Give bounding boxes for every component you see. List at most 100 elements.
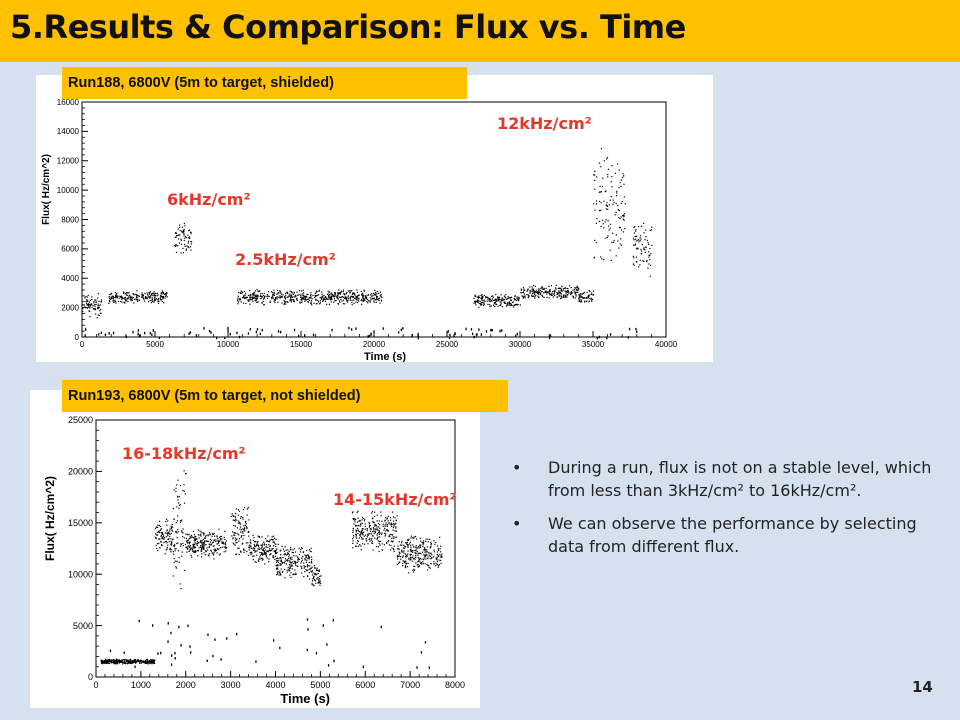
data-point — [420, 651, 423, 654]
data-point — [538, 289, 540, 291]
data-point — [134, 665, 136, 668]
data-point — [245, 520, 247, 522]
data-point — [411, 557, 413, 559]
data-point — [573, 287, 576, 289]
data-point — [571, 292, 573, 294]
data-point — [242, 297, 244, 299]
data-point — [367, 294, 369, 296]
data-point — [297, 565, 299, 568]
data-point — [260, 295, 263, 298]
data-point — [216, 543, 218, 545]
data-point — [287, 552, 289, 554]
data-point — [602, 223, 604, 225]
data-point — [212, 553, 214, 555]
data-point — [542, 296, 544, 298]
data-point — [516, 296, 518, 298]
data-point — [367, 302, 369, 304]
data-point — [136, 298, 138, 300]
data-point — [371, 540, 374, 542]
data-point — [366, 300, 368, 303]
data-point — [279, 572, 281, 574]
data-point — [187, 624, 189, 628]
data-point — [431, 554, 433, 556]
data-point — [180, 239, 182, 241]
data-point — [121, 659, 123, 661]
data-point — [594, 188, 596, 190]
data-point — [369, 537, 371, 539]
data-point — [293, 560, 295, 562]
data-point — [373, 532, 375, 534]
data-point — [549, 290, 551, 292]
data-point — [334, 293, 336, 295]
data-point — [248, 519, 250, 521]
data-point — [357, 539, 359, 542]
data-point — [206, 540, 208, 542]
data-point — [388, 536, 390, 538]
data-point — [208, 546, 210, 549]
data-point — [397, 545, 399, 547]
data-point — [508, 297, 510, 299]
data-point — [328, 298, 330, 300]
data-point — [100, 308, 102, 310]
data-point — [560, 295, 562, 297]
data-point — [360, 532, 362, 534]
sparse-points — [84, 326, 638, 340]
data-point — [391, 537, 393, 539]
data-point — [169, 528, 171, 530]
data-point — [284, 554, 286, 556]
data-point — [224, 530, 226, 532]
data-point — [641, 244, 643, 246]
data-point — [433, 561, 435, 563]
data-point — [246, 527, 248, 529]
data-point — [200, 531, 202, 533]
data-point — [420, 540, 422, 542]
data-point — [393, 537, 395, 540]
data-point — [541, 286, 543, 288]
data-point — [158, 524, 160, 527]
data-point — [401, 540, 403, 542]
data-point — [330, 293, 332, 295]
data-point — [240, 536, 242, 538]
data-point — [302, 289, 304, 291]
data-point — [144, 662, 146, 664]
data-point — [373, 292, 375, 295]
data-point — [189, 537, 191, 539]
data-point — [548, 336, 551, 340]
data-point — [185, 540, 188, 542]
data-point — [221, 541, 223, 543]
data-point — [281, 562, 283, 564]
data-point — [160, 294, 162, 296]
data-point — [365, 534, 367, 536]
data-point — [149, 663, 151, 665]
data-point — [428, 566, 430, 569]
data-point — [89, 299, 91, 301]
data-point — [272, 539, 274, 541]
data-point — [513, 297, 515, 299]
y-tick-label: 16000 — [57, 98, 80, 107]
data-point — [337, 303, 339, 305]
data-point — [618, 216, 620, 219]
data-point — [281, 562, 283, 564]
data-segment — [593, 148, 626, 261]
data-point — [165, 518, 168, 520]
data-point — [126, 659, 128, 661]
data-point — [336, 296, 338, 298]
data-point — [596, 218, 598, 220]
data-point — [546, 293, 548, 295]
data-point — [338, 293, 340, 295]
data-point — [481, 299, 483, 301]
data-point — [345, 297, 347, 299]
data-point — [392, 548, 394, 550]
data-point — [218, 544, 220, 547]
data-point — [474, 300, 476, 302]
data-point — [478, 295, 480, 297]
data-point — [294, 294, 296, 296]
data-point — [376, 298, 378, 300]
data-point — [598, 200, 601, 203]
data-point — [314, 573, 316, 575]
data-point — [203, 327, 205, 330]
data-point — [334, 295, 336, 297]
data-point — [171, 541, 173, 543]
data-point — [529, 292, 531, 294]
data-point — [314, 296, 316, 298]
